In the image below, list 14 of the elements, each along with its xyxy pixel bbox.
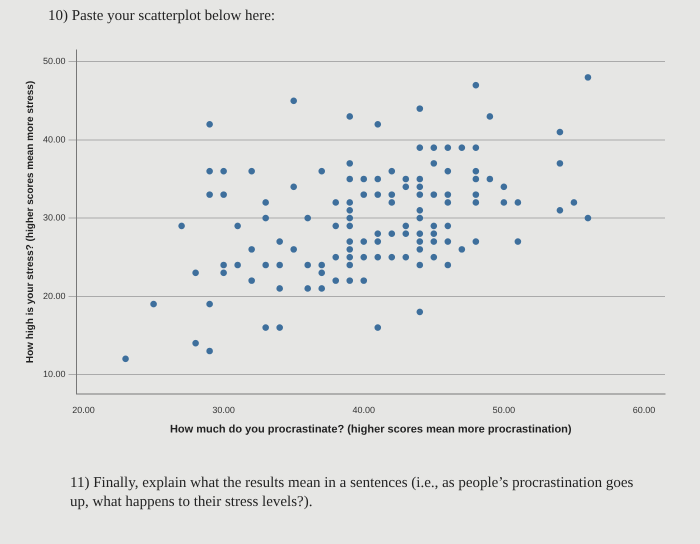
- x-tick-label: 20.00: [72, 404, 95, 415]
- y-axis-title: How high is your stress? (higher scores mean more stress): [24, 80, 36, 364]
- y-tick-label: 30.00: [42, 212, 66, 223]
- y-tick-label: 40.00: [42, 134, 66, 144]
- y-tick-label: 10.00: [42, 368, 66, 379]
- y-tick-label: 50.00: [42, 56, 66, 66]
- y-tick-label: 20.00: [42, 290, 66, 301]
- x-tick-label: 50.00: [492, 404, 516, 415]
- x-tick-label: 40.00: [352, 404, 376, 415]
- x-tick-label: 30.00: [212, 404, 235, 415]
- x-tick-label: 60.00: [632, 404, 656, 415]
- x-axis-title: How much do you procrastinate? (higher scores mean more procrastination): [170, 423, 572, 436]
- chart-title: 10) Paste your scatterplot below here:: [48, 8, 276, 25]
- text: 11) Finally, explain what the results mean in a sentences (i.e., as people’s procrastination goes up, what happens to their stress levels?).: [70, 474, 634, 512]
